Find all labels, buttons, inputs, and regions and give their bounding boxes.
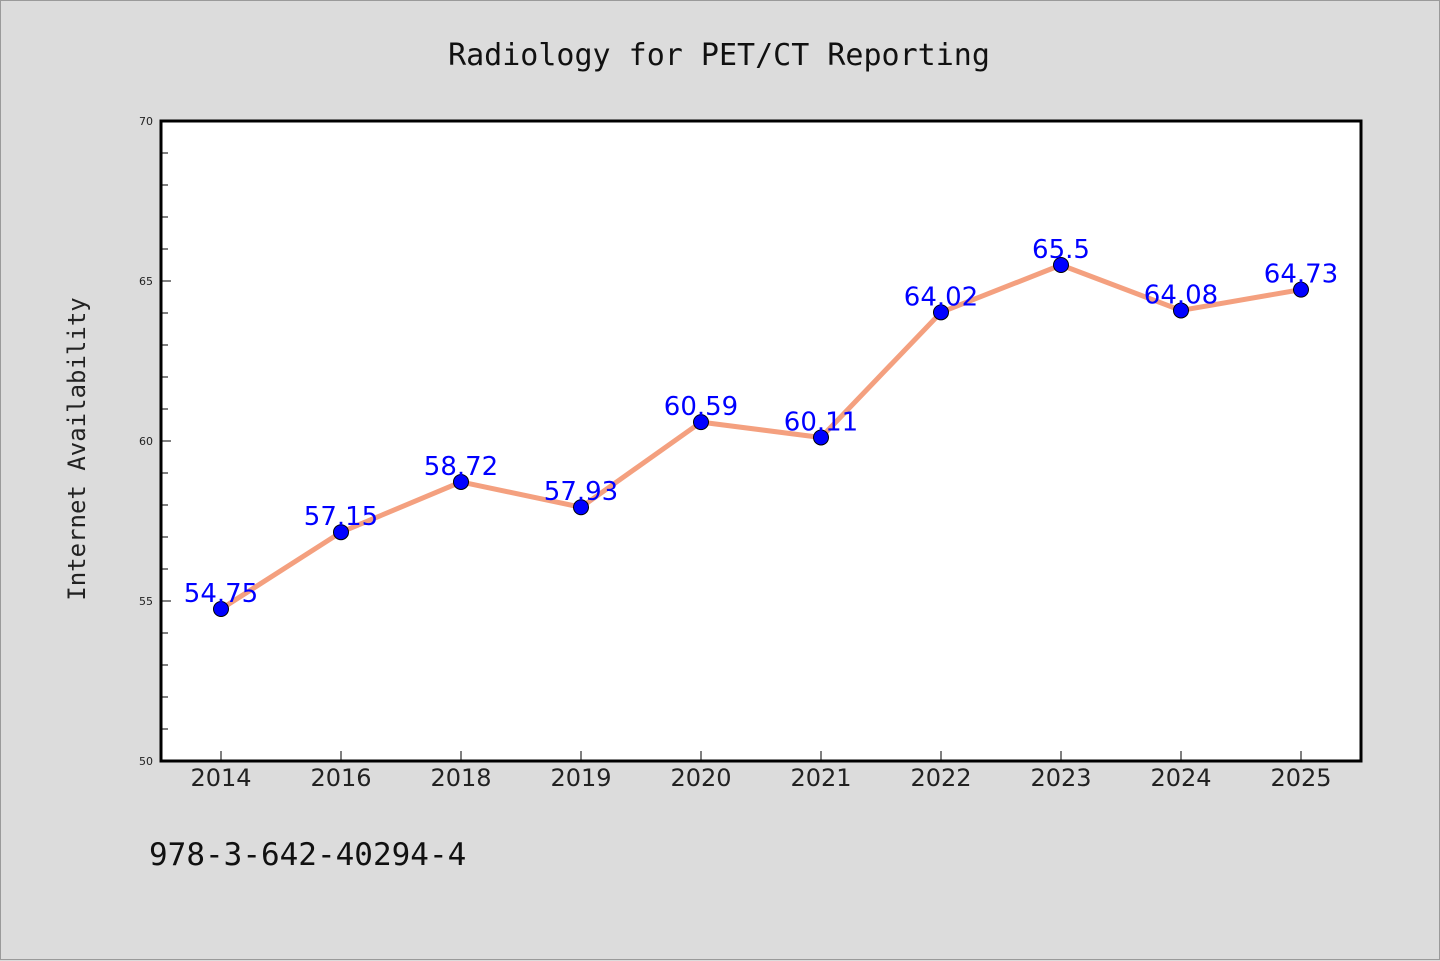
data-labels: 54.75 57.15 58.72 57.93 60.59 60.11 64.02 65.5 6… [184,235,1338,609]
x-tick-label: 2022 [910,764,971,792]
series-line-group [218,262,1304,612]
data-label: 58.72 [424,452,498,482]
series-markers [213,257,1309,617]
x-tick-label: 2014 [190,764,251,792]
data-point [813,429,829,446]
plot-area [159,119,1363,763]
y-tick-label: 55 [139,595,153,608]
x-tick-label: 2016 [310,764,371,792]
x-tick-label: 2025 [1270,764,1331,792]
data-label: 57.15 [304,502,378,532]
y-axis-label: Internet Availability [63,297,91,600]
data-label: 54.75 [184,579,258,609]
x-tick-label: 2024 [1150,764,1211,792]
data-point [1293,281,1309,298]
series-line [218,262,1304,612]
data-label: 57.93 [544,477,618,507]
y-tick-label: 50 [139,755,153,768]
data-label: 64.73 [1264,260,1338,290]
data-point [1053,257,1069,273]
y-axis-ticks: 50 55 60 65 70 [139,115,171,768]
data-label: 60.11 [784,407,858,437]
x-tick-label: 2023 [1030,764,1091,792]
data-point [693,414,709,431]
data-label: 64.08 [1144,280,1218,310]
data-label: 65.5 [1032,235,1090,265]
x-axis-ticks: 2014 2016 2018 2019 2020 2021 2022 2023 2024 2025 [190,751,1332,792]
x-tick-label: 2020 [670,764,731,792]
data-point [453,473,469,490]
data-point [213,601,229,617]
isbn-footer: 978-3-642-40294-4 [149,837,466,873]
y-tick-label: 65 [139,275,153,288]
data-label: 60.59 [664,392,738,422]
data-point [573,499,589,516]
y-tick-label: 60 [139,435,153,448]
chart-title: Radiology for PET/CT Reporting [448,38,990,73]
x-tick-label: 2019 [550,764,611,792]
y-tick-label: 70 [139,115,153,128]
data-point [333,524,349,541]
x-tick-label: 2021 [790,764,851,792]
data-point [933,304,949,321]
data-point [1173,302,1189,319]
data-label: 64.02 [904,282,978,312]
x-tick-label: 2018 [430,764,491,792]
